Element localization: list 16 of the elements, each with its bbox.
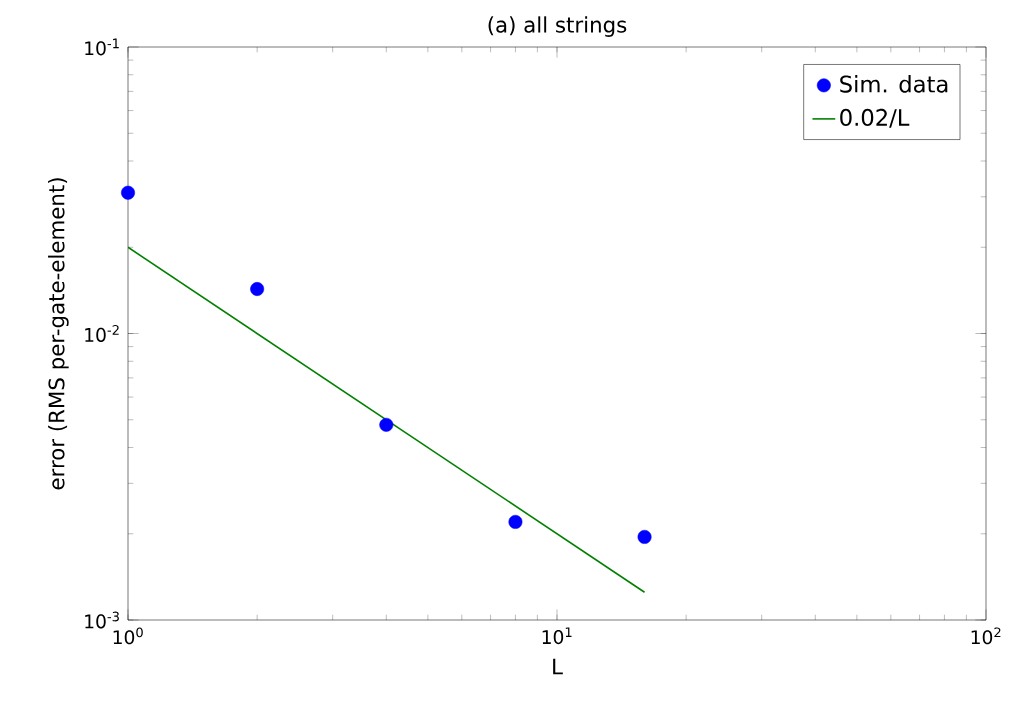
legend-label: Sim. data [840, 75, 948, 93]
point [379, 417, 394, 432]
y-axis-title: error (RMS per-gate-element) [48, 178, 69, 490]
point [121, 185, 135, 200]
y-tick-label: 10$^{-3}$ [85, 611, 119, 629]
point [508, 514, 523, 529]
y-tick-label: 10$^{-2}$ [85, 325, 119, 342]
legend-label: 0.02/L [840, 108, 910, 128]
point [637, 529, 652, 544]
chart-title: (a) all strings [488, 16, 627, 37]
point [250, 282, 265, 296]
x-tick-label: 10$^{0}$ [113, 627, 143, 645]
x-axis-title: L [553, 658, 563, 675]
x-tick-label: 10$^{1}$ [542, 627, 572, 645]
x-tick-label: 10$^{2}$ [971, 627, 1001, 645]
y-tick-label: 10$^{-1}$ [85, 38, 119, 56]
